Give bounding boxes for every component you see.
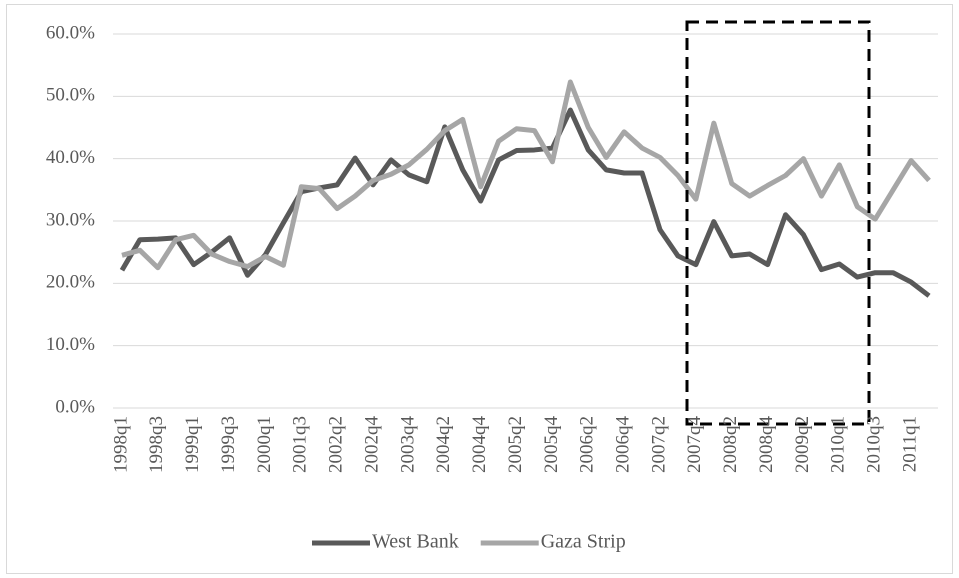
y-tick-label: 50.0% — [46, 85, 95, 106]
x-tick-label: 1999q3 — [218, 416, 239, 473]
x-tick-label: 2006q2 — [577, 416, 598, 473]
x-tick-label: 2001q3 — [290, 416, 311, 473]
x-tick-label: 1998q3 — [146, 416, 167, 473]
x-tick-label: 2002q4 — [361, 416, 382, 474]
x-tick-label: 2003q4 — [397, 416, 418, 474]
y-tick-label: 40.0% — [46, 147, 95, 168]
y-tick-label: 0.0% — [55, 396, 95, 417]
x-tick-label: 2010q1 — [828, 416, 849, 473]
x-tick-label: 2000q1 — [254, 416, 275, 473]
x-tick-label: 2005q2 — [505, 416, 526, 473]
y-tick-label: 20.0% — [46, 272, 95, 293]
x-tick-label: 2007q4 — [684, 416, 705, 474]
x-tick-label: 2009q2 — [792, 416, 813, 473]
x-tick-label: 1998q1 — [110, 416, 131, 473]
legend-label: West Bank — [372, 531, 459, 553]
x-tick-label: 2005q4 — [541, 416, 562, 474]
x-tick-label: 1999q1 — [182, 416, 203, 473]
y-tick-label: 30.0% — [46, 209, 95, 230]
series-line — [119, 107, 931, 298]
x-tick-label: 2004q2 — [433, 416, 454, 473]
series-line — [121, 79, 931, 271]
highlight-box — [685, 20, 871, 426]
x-tick-label: 2004q4 — [469, 416, 490, 474]
legend-label: Gaza Strip — [541, 531, 626, 553]
chart-border — [6, 4, 953, 574]
y-tick-label: 10.0% — [46, 334, 95, 355]
x-tick-label: 2008q2 — [720, 416, 741, 473]
x-tick-label: 2006q4 — [613, 416, 634, 474]
x-tick-label: 2002q2 — [326, 416, 347, 473]
x-tick-label: 2007q2 — [648, 416, 669, 473]
y-tick-label: 60.0% — [46, 22, 95, 43]
x-tick-label: 2010q3 — [864, 416, 885, 473]
x-tick-label: 2011q1 — [899, 416, 920, 472]
x-tick-label: 2008q4 — [756, 416, 777, 474]
